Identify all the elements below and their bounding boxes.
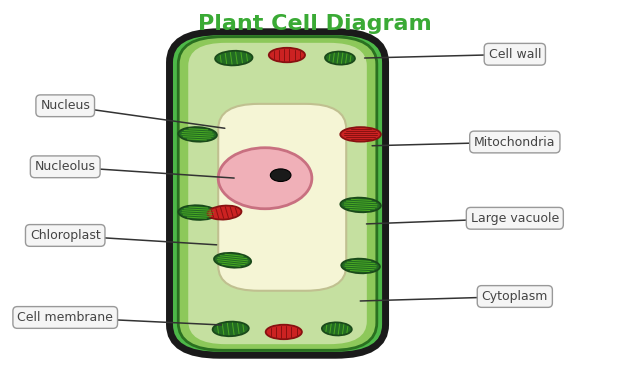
Text: Large vacuole: Large vacuole (471, 212, 559, 225)
Ellipse shape (322, 322, 352, 336)
Ellipse shape (215, 51, 253, 65)
Ellipse shape (341, 259, 380, 273)
Ellipse shape (213, 322, 249, 336)
Ellipse shape (340, 127, 381, 142)
Text: Nucleus: Nucleus (40, 99, 90, 112)
Ellipse shape (178, 205, 217, 220)
Ellipse shape (178, 127, 217, 142)
Ellipse shape (325, 51, 355, 65)
Text: Cell membrane: Cell membrane (17, 311, 113, 324)
Text: Plant Cell Diagram: Plant Cell Diagram (198, 14, 432, 34)
Ellipse shape (340, 198, 381, 212)
Ellipse shape (218, 148, 312, 209)
Text: Nucleolus: Nucleolus (35, 160, 96, 173)
Text: Cytoplasm: Cytoplasm (481, 290, 548, 303)
Text: Chloroplast: Chloroplast (30, 229, 101, 242)
Ellipse shape (270, 169, 291, 182)
Ellipse shape (269, 48, 305, 62)
Ellipse shape (266, 325, 302, 339)
FancyBboxPatch shape (218, 104, 346, 291)
Ellipse shape (207, 205, 241, 219)
FancyBboxPatch shape (169, 32, 386, 355)
Ellipse shape (214, 253, 251, 268)
Text: Cell wall: Cell wall (489, 48, 541, 61)
FancyBboxPatch shape (188, 43, 367, 344)
FancyBboxPatch shape (178, 37, 377, 350)
Text: Mitochondria: Mitochondria (474, 135, 556, 149)
